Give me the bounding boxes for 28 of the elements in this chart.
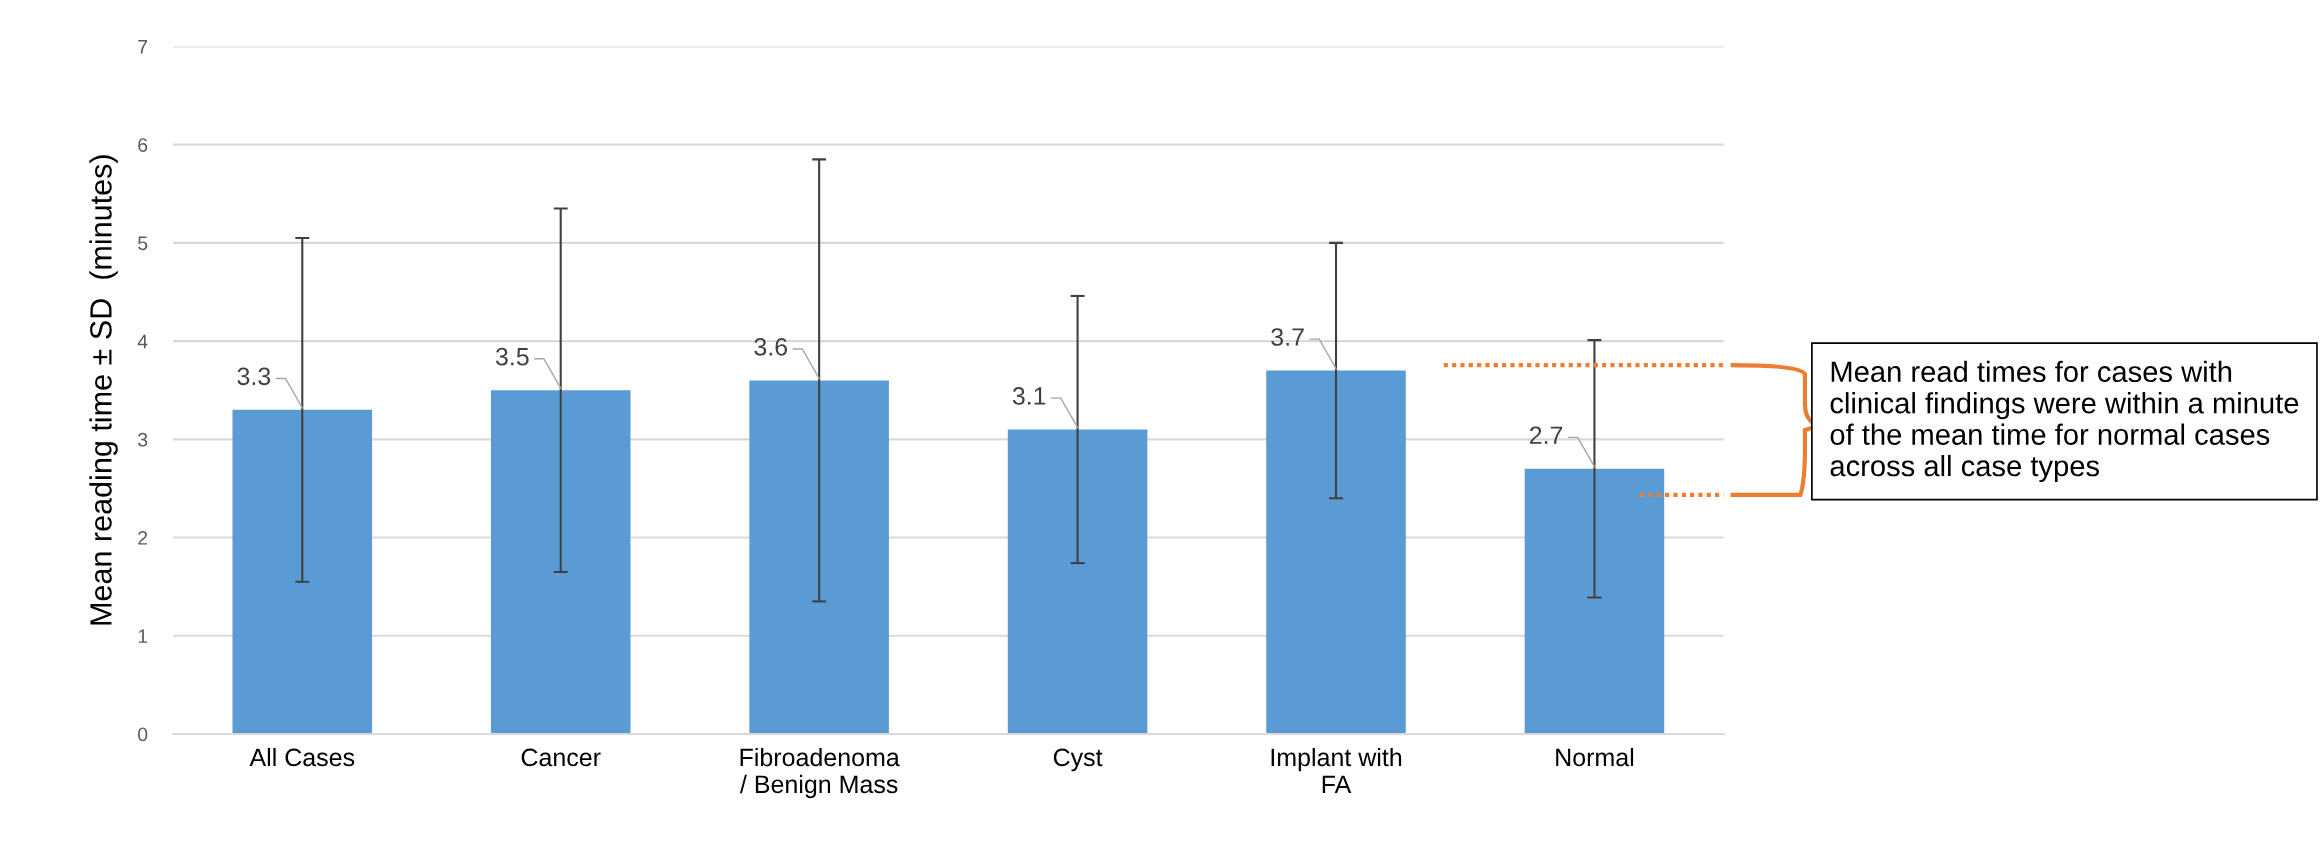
data-label: 3.1: [1012, 387, 1046, 405]
y-tick-label: 7: [138, 40, 148, 54]
x-tick-label: Cyst: [1053, 748, 1103, 772]
data-label: 2.7: [1529, 426, 1563, 444]
bar: [490, 390, 631, 735]
data-label: 3.5: [495, 347, 529, 366]
x-tick-label: Normal: [1556, 747, 1634, 767]
bar: [1524, 468, 1665, 735]
y-tick-label: 3: [137, 432, 148, 447]
bar: [232, 409, 373, 735]
y-tick-label: 1: [138, 629, 148, 643]
data-label: 3.7: [1271, 328, 1304, 346]
data-label: 3.6: [754, 337, 788, 356]
x-tick-label: Fibroadenoma / Benign Mass: [739, 747, 900, 799]
y-tick-label: 6: [138, 138, 148, 152]
bar: [1007, 429, 1148, 735]
y-tick-label: 5: [138, 236, 148, 251]
text: Mean read times for cases with clinical findings were within a minute of the mean time for normal cases across all case types: [1830, 360, 2299, 483]
x-tick-label: Cancer: [521, 748, 601, 767]
y-tick-label: 0: [138, 727, 148, 742]
bar: [1266, 370, 1406, 735]
x-tick-label: All Cases: [249, 747, 355, 767]
y-tick-label: 2: [138, 531, 148, 545]
x-tick-label: Implant with FA: [1271, 747, 1402, 793]
data-label: 3.3: [237, 367, 271, 386]
bar: [749, 380, 889, 735]
y-axis-title: Mean reading time ± SD (minutes): [89, 155, 118, 625]
y-tick-label: 4: [137, 334, 148, 349]
